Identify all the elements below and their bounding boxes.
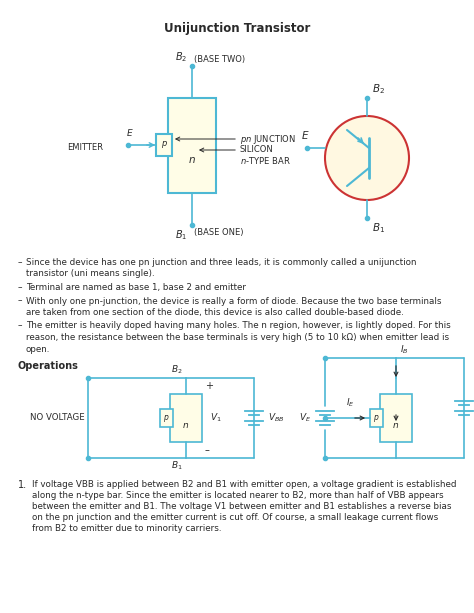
Text: open.: open. <box>26 345 50 354</box>
Text: $E$: $E$ <box>301 129 309 141</box>
Text: $pn$ JUNCTION: $pn$ JUNCTION <box>240 132 296 145</box>
Text: (BASE TWO): (BASE TWO) <box>194 55 245 64</box>
Text: $B_1$: $B_1$ <box>372 221 385 235</box>
Text: Unijunction Transistor: Unijunction Transistor <box>164 22 310 35</box>
Text: along the n-type bar. Since the emitter is located nearer to B2, more than half : along the n-type bar. Since the emitter … <box>32 491 444 500</box>
Text: $B_2$: $B_2$ <box>172 364 183 376</box>
Bar <box>160 409 173 427</box>
Text: Terminal are named as base 1, base 2 and emitter: Terminal are named as base 1, base 2 and… <box>26 283 246 292</box>
Text: –: – <box>18 321 22 330</box>
Text: $B_2$: $B_2$ <box>175 50 187 64</box>
Text: With only one pn-junction, the device is really a form of diode. Because the two: With only one pn-junction, the device is… <box>26 297 441 305</box>
Text: on the pn junction and the emitter current is cut off. Of course, a small leakag: on the pn junction and the emitter curre… <box>32 513 438 522</box>
Text: –: – <box>18 297 22 305</box>
Text: –: – <box>18 283 22 292</box>
Text: $I_E$: $I_E$ <box>346 397 355 409</box>
Text: Operations: Operations <box>18 361 79 371</box>
Text: are taken from one section of the diode, this device is also called double-based: are taken from one section of the diode,… <box>26 308 404 317</box>
Text: $n$: $n$ <box>392 421 400 430</box>
Text: (BASE ONE): (BASE ONE) <box>194 228 244 237</box>
Text: reason, the resistance between the base terminals is very high (5 to 10 kΩ) when: reason, the resistance between the base … <box>26 333 449 342</box>
Text: $V_E$: $V_E$ <box>299 412 311 424</box>
Text: Since the device has one pn junction and three leads, it is commonly called a un: Since the device has one pn junction and… <box>26 258 417 267</box>
Bar <box>380 394 412 442</box>
Text: $B_2$: $B_2$ <box>372 82 385 96</box>
Text: +: + <box>205 381 213 391</box>
Text: –: – <box>18 258 22 267</box>
Bar <box>156 134 172 156</box>
Text: 1.: 1. <box>18 480 27 490</box>
Text: NO VOLTAGE: NO VOLTAGE <box>30 414 85 422</box>
Text: If voltage VBB is applied between B2 and B1 with emitter open, a voltage gradien: If voltage VBB is applied between B2 and… <box>32 480 456 489</box>
Text: $V_1$: $V_1$ <box>210 412 222 424</box>
Text: $n$: $n$ <box>188 154 196 165</box>
Text: $B_1$: $B_1$ <box>175 228 187 242</box>
Text: between the emitter and B1. The voltage V1 between emitter and B1 establishes a : between the emitter and B1. The voltage … <box>32 502 452 511</box>
Text: EMITTER: EMITTER <box>67 142 103 151</box>
Text: $I_B$: $I_B$ <box>400 343 409 356</box>
Text: $p$: $p$ <box>373 413 379 424</box>
Text: SILICON: SILICON <box>240 145 274 154</box>
Text: $p$: $p$ <box>163 413 169 424</box>
Bar <box>170 394 202 442</box>
Text: The emitter is heavily doped having many holes. The n region, however, is lightl: The emitter is heavily doped having many… <box>26 321 451 330</box>
Text: –: – <box>205 445 210 455</box>
Bar <box>370 409 383 427</box>
Text: $n$: $n$ <box>182 421 190 430</box>
Text: $B_1$: $B_1$ <box>171 460 183 473</box>
Text: from B2 to emitter due to minority carriers.: from B2 to emitter due to minority carri… <box>32 524 221 533</box>
Text: $p$: $p$ <box>161 140 167 151</box>
Circle shape <box>325 116 409 200</box>
Text: $n$-TYPE BAR: $n$-TYPE BAR <box>240 154 291 166</box>
Text: $E$: $E$ <box>126 127 134 138</box>
Text: transistor (uni means single).: transistor (uni means single). <box>26 270 155 278</box>
Text: $V_{BB}$: $V_{BB}$ <box>268 412 284 424</box>
Bar <box>168 98 216 193</box>
